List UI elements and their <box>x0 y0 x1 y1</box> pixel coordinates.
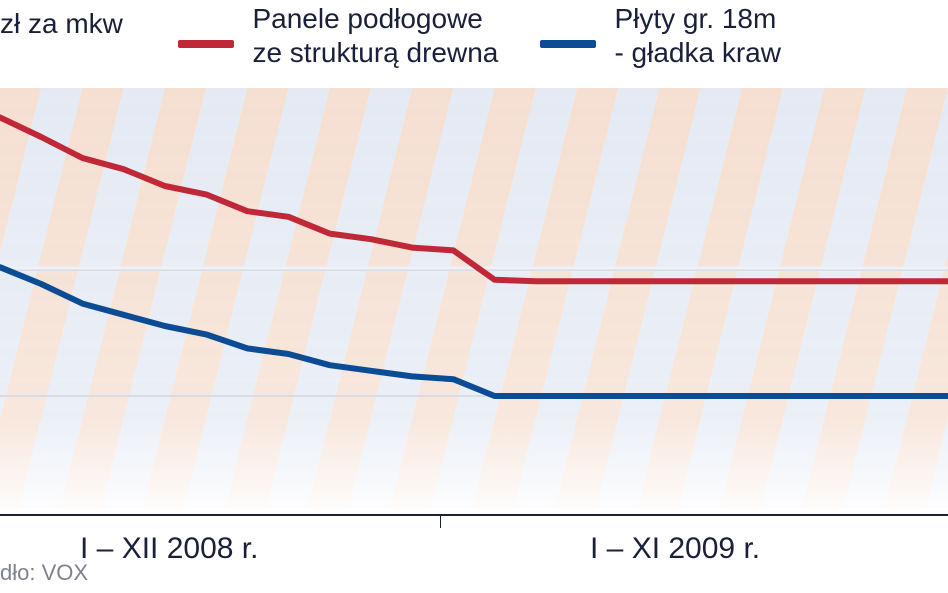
x-axis-label-2009: I – XI 2009 r. <box>590 532 760 566</box>
legend-label-blue: Płyty gr. 18m- gładka kraw <box>614 2 781 70</box>
legend-swatch-blue <box>540 40 596 48</box>
x-axis-label-2008: I – XII 2008 r. <box>80 532 258 566</box>
legend: zł za mkw Panele podłogoweze strukturą d… <box>0 2 948 86</box>
chart-svg <box>0 88 948 508</box>
source-label: dło: VOX <box>0 560 88 586</box>
legend-label-red: Panele podłogoweze strukturą drewna <box>252 2 498 70</box>
x-axis-baseline <box>0 514 948 516</box>
legend-item-red: Panele podłogoweze strukturą drewna <box>178 2 498 70</box>
line-chart <box>0 88 948 508</box>
x-axis-divider-tick <box>440 514 441 528</box>
legend-swatch-red <box>178 40 234 48</box>
legend-item-blue: Płyty gr. 18m- gładka kraw <box>540 2 781 70</box>
unit-label: zł za mkw <box>0 8 123 40</box>
